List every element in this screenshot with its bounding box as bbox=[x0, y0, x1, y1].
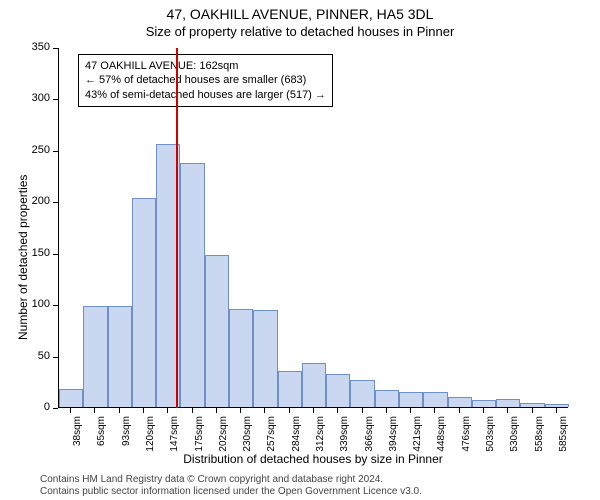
x-tick-mark bbox=[119, 408, 120, 413]
y-tick-mark bbox=[53, 99, 58, 100]
x-tick-mark bbox=[240, 408, 241, 413]
x-tick-mark bbox=[70, 408, 71, 413]
x-tick-mark bbox=[532, 408, 533, 413]
chart-title-address: 47, OAKHILL AVENUE, PINNER, HA5 3DL bbox=[0, 0, 600, 22]
x-tick-label: 585sqm bbox=[558, 416, 569, 466]
x-tick-mark bbox=[434, 408, 435, 413]
x-tick-label: 448sqm bbox=[436, 416, 447, 466]
x-tick-mark bbox=[94, 408, 95, 413]
x-tick-mark bbox=[507, 408, 508, 413]
annotation-line-1: 47 OAKHILL AVENUE: 162sqm bbox=[85, 59, 326, 73]
histogram-bar bbox=[83, 306, 107, 407]
x-tick-label: 93sqm bbox=[121, 416, 132, 466]
y-tick-label: 50 bbox=[0, 350, 50, 362]
histogram-bar bbox=[278, 371, 302, 407]
x-tick-mark bbox=[410, 408, 411, 413]
x-tick-label: 175sqm bbox=[194, 416, 205, 466]
x-tick-label: 339sqm bbox=[339, 416, 350, 466]
histogram-bar bbox=[132, 198, 156, 407]
x-tick-mark bbox=[313, 408, 314, 413]
y-tick-label: 200 bbox=[0, 195, 50, 207]
histogram-bar bbox=[423, 392, 447, 407]
annotation-line-2: ← 57% of detached houses are smaller (68… bbox=[85, 73, 326, 87]
y-tick-label: 150 bbox=[0, 247, 50, 259]
x-tick-mark bbox=[386, 408, 387, 413]
y-tick-label: 350 bbox=[0, 41, 50, 53]
x-tick-label: 394sqm bbox=[388, 416, 399, 466]
chart-title-desc: Size of property relative to detached ho… bbox=[0, 22, 600, 43]
y-tick-label: 0 bbox=[0, 401, 50, 413]
x-tick-label: 476sqm bbox=[461, 416, 472, 466]
x-tick-mark bbox=[264, 408, 265, 413]
y-tick-mark bbox=[53, 151, 58, 152]
x-tick-mark bbox=[362, 408, 363, 413]
x-tick-label: 230sqm bbox=[242, 416, 253, 466]
histogram-bar bbox=[496, 399, 520, 407]
x-tick-label: 257sqm bbox=[266, 416, 277, 466]
y-tick-mark bbox=[53, 202, 58, 203]
x-tick-label: 421sqm bbox=[412, 416, 423, 466]
x-tick-label: 558sqm bbox=[534, 416, 545, 466]
x-tick-label: 503sqm bbox=[485, 416, 496, 466]
x-tick-mark bbox=[337, 408, 338, 413]
histogram-bar bbox=[59, 389, 83, 408]
x-tick-label: 202sqm bbox=[218, 416, 229, 466]
histogram-bar bbox=[472, 400, 496, 407]
y-tick-mark bbox=[53, 305, 58, 306]
x-tick-mark bbox=[167, 408, 168, 413]
y-tick-label: 300 bbox=[0, 92, 50, 104]
footer-line-2: Contains public sector information licen… bbox=[40, 486, 422, 497]
histogram-bar bbox=[253, 310, 277, 407]
histogram-bar bbox=[302, 363, 326, 407]
y-tick-mark bbox=[53, 357, 58, 358]
histogram-bar bbox=[520, 403, 544, 407]
histogram-bar bbox=[448, 397, 472, 407]
x-tick-mark bbox=[289, 408, 290, 413]
histogram-bar bbox=[545, 404, 569, 407]
x-tick-label: 147sqm bbox=[169, 416, 180, 466]
y-tick-label: 100 bbox=[0, 298, 50, 310]
reference-line bbox=[176, 48, 178, 408]
x-tick-mark bbox=[556, 408, 557, 413]
y-tick-mark bbox=[53, 408, 58, 409]
footer-line-1: Contains HM Land Registry data © Crown c… bbox=[40, 474, 383, 485]
y-tick-mark bbox=[53, 48, 58, 49]
x-tick-label: 65sqm bbox=[96, 416, 107, 466]
x-tick-mark bbox=[192, 408, 193, 413]
x-tick-mark bbox=[216, 408, 217, 413]
histogram-bar bbox=[350, 380, 374, 407]
y-tick-mark bbox=[53, 254, 58, 255]
y-tick-label: 250 bbox=[0, 144, 50, 156]
x-tick-label: 38sqm bbox=[72, 416, 83, 466]
x-tick-mark bbox=[483, 408, 484, 413]
histogram-bar bbox=[375, 390, 399, 407]
x-tick-label: 366sqm bbox=[364, 416, 375, 466]
x-tick-label: 312sqm bbox=[315, 416, 326, 466]
annotation-line-3: 43% of semi-detached houses are larger (… bbox=[85, 88, 326, 102]
histogram-bar bbox=[399, 392, 423, 407]
histogram-bar bbox=[205, 255, 229, 407]
histogram-bar bbox=[326, 374, 350, 407]
histogram-bar bbox=[108, 306, 132, 407]
x-tick-label: 530sqm bbox=[509, 416, 520, 466]
x-tick-mark bbox=[143, 408, 144, 413]
x-tick-mark bbox=[459, 408, 460, 413]
annotation-box: 47 OAKHILL AVENUE: 162sqm ← 57% of detac… bbox=[78, 54, 333, 107]
histogram-bar bbox=[229, 309, 253, 407]
x-tick-label: 120sqm bbox=[145, 416, 156, 466]
x-tick-label: 284sqm bbox=[291, 416, 302, 466]
histogram-bar bbox=[180, 163, 204, 407]
